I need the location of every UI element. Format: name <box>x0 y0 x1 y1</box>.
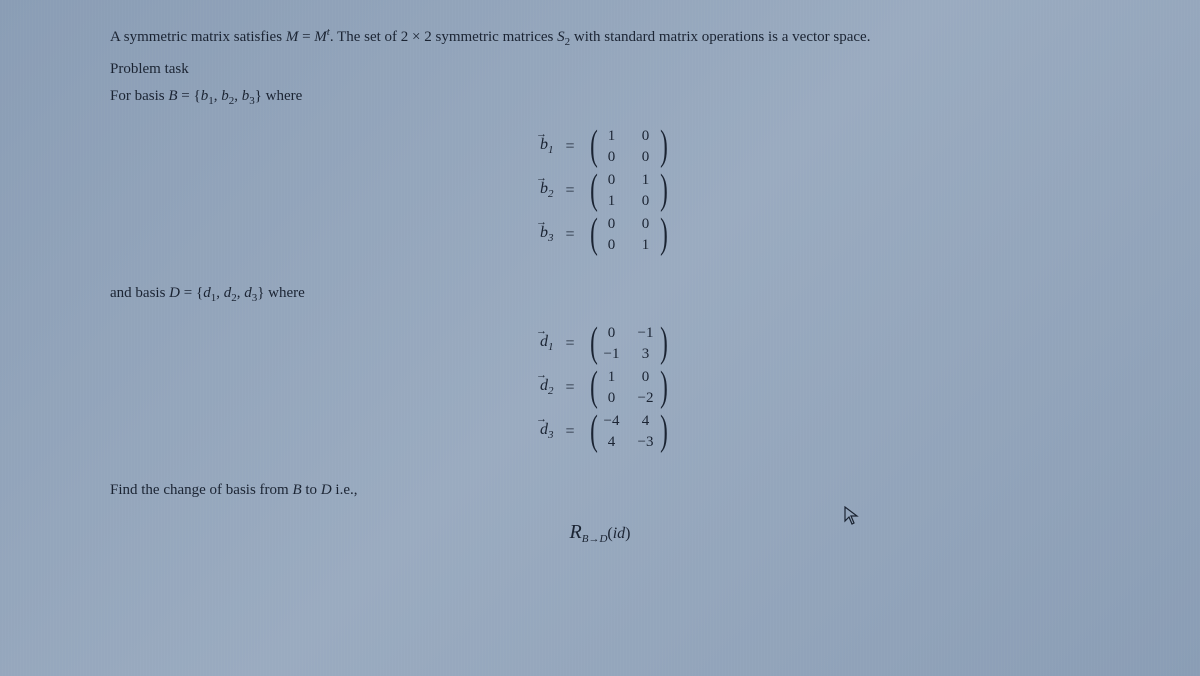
b3-equation: →b3 = ( 00 01 ) <box>529 216 670 254</box>
b-vectors-block: →b1 = ( 10 00 ) →b2 = ( 01 10 ) →b3 = ( <box>110 125 1090 257</box>
basis-d-definition: and basis D = {d1, d2, d3} where <box>110 285 1090 304</box>
b2-equation: →b2 = ( 01 10 ) <box>529 172 670 210</box>
mouse-cursor-icon <box>844 506 860 531</box>
find-change-of-basis: Find the change of basis from B to D i.e… <box>110 482 1090 499</box>
d1-equation: →d1 = ( 0−1 −13 ) <box>529 325 670 363</box>
problem-task-heading: Problem task <box>110 61 1090 78</box>
intro-statement: A symmetric matrix satisfies M = Mt. The… <box>110 24 1090 51</box>
d3-equation: →d3 = ( −44 4−3 ) <box>529 413 670 451</box>
change-of-basis-notation: RB→D(id) <box>110 521 1090 545</box>
d2-equation: →d2 = ( 10 0−2 ) <box>529 369 670 407</box>
d-vectors-block: →d1 = ( 0−1 −13 ) →d2 = ( 10 0−2 ) →d3 =… <box>110 322 1090 454</box>
basis-b-definition: For basis B = {b1, b2, b3} where <box>110 88 1090 107</box>
b1-equation: →b1 = ( 10 00 ) <box>529 128 670 166</box>
